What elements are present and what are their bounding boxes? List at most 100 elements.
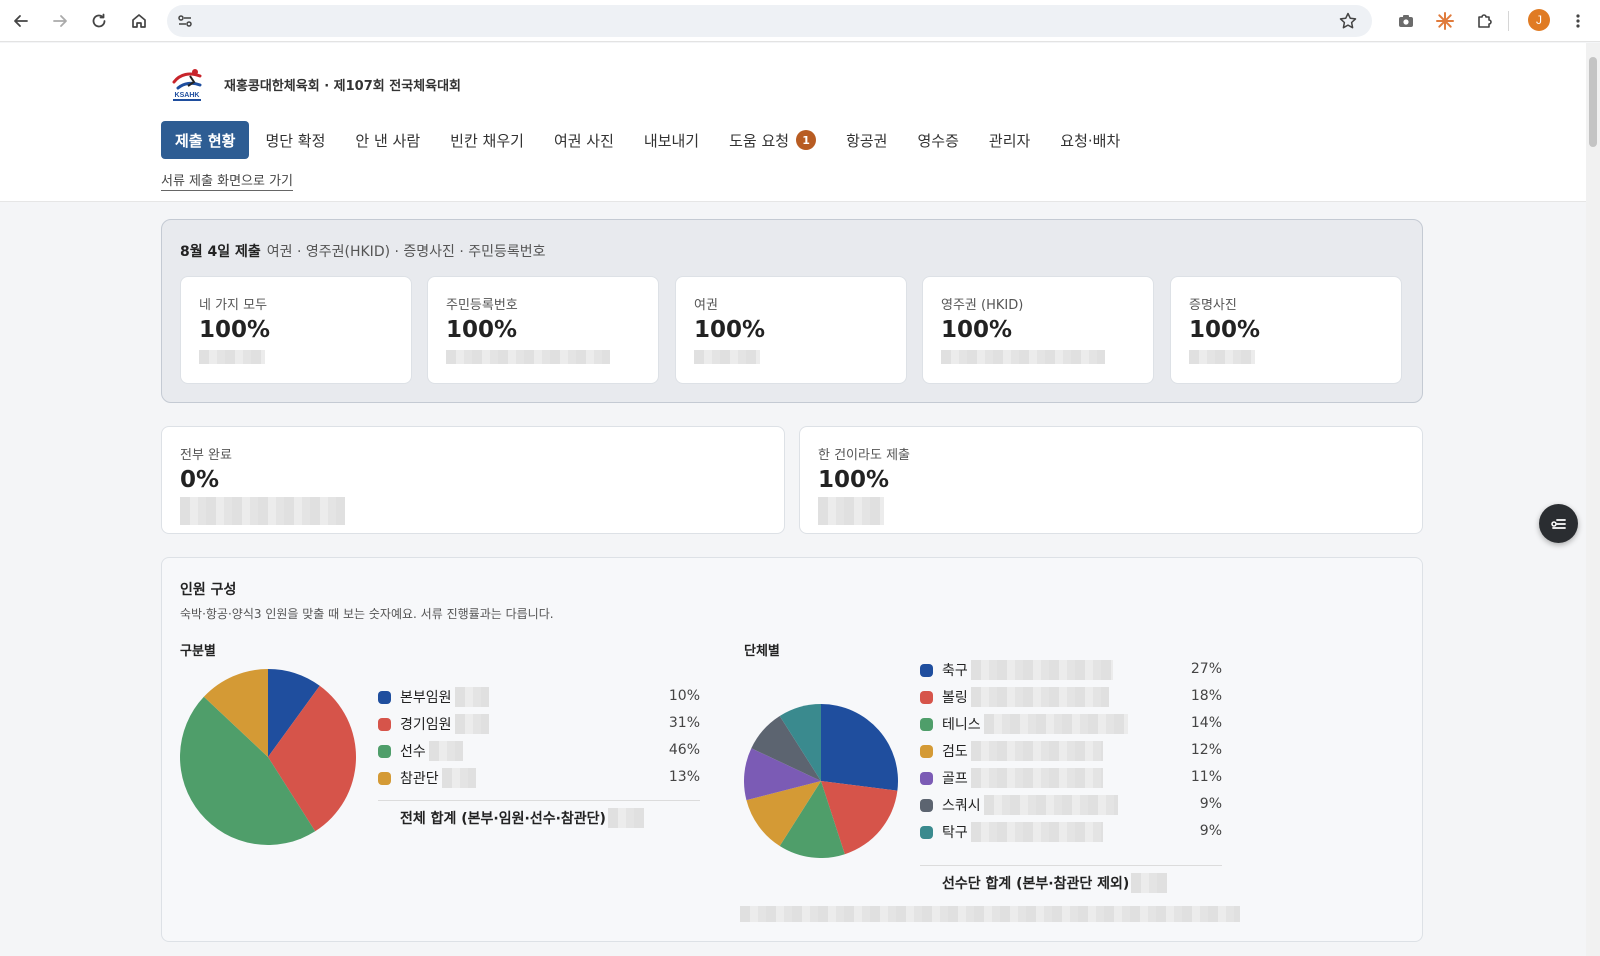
tab-label: 명단 확정 — [265, 131, 326, 150]
forward-icon[interactable] — [48, 9, 72, 33]
legend-pct: 18% — [1190, 688, 1222, 704]
tab-passport-photo[interactable]: 여권 사진 — [540, 121, 628, 159]
redacted-count — [454, 687, 489, 707]
team-pie-slice-6 — [779, 704, 821, 781]
extensions-puzzle-icon[interactable] — [1473, 9, 1497, 33]
legend-swatch — [920, 771, 933, 785]
tab-label: 제출 현황 — [175, 131, 236, 150]
page-scrollbar[interactable] — [1586, 43, 1600, 956]
category-pie-slice-1 — [268, 685, 356, 832]
legend-item-team: 테니스 — [920, 713, 1128, 735]
goto-submission-link[interactable]: 서류 제출 화면으로 가기 — [161, 170, 293, 191]
camera-icon[interactable] — [1394, 9, 1418, 33]
legend-pct: 46% — [668, 742, 700, 758]
composition-title: 인원 구성 — [180, 582, 237, 598]
tab-admin[interactable]: 관리자 — [975, 121, 1044, 159]
category-pie-slice-2 — [180, 696, 316, 845]
divider — [920, 865, 1222, 866]
redacted-count — [454, 714, 489, 734]
composition-card: 인원 구성 숙박·항공·양식3 인원을 맞출 때 보는 숫자예요. 서류 진행률… — [161, 557, 1423, 942]
home-icon[interactable] — [127, 9, 151, 33]
team-pie-slice-5 — [751, 715, 821, 781]
team-pie-slice-3 — [746, 781, 821, 847]
legend-item-observers: 참관단 — [378, 767, 476, 789]
list-menu-icon — [1550, 518, 1566, 529]
tab-request-dispatch[interactable]: 요청·배차 — [1046, 121, 1134, 159]
divider — [378, 800, 700, 801]
tab-receipt[interactable]: 영수증 — [903, 121, 972, 159]
legend-pct: 31% — [668, 715, 700, 731]
redacted-count — [694, 350, 760, 364]
main-tabs: 제출 현황 명단 확정 안 낸 사람 빈칸 채우기 여권 사진 내보내기 도움 … — [161, 121, 1136, 159]
redacted-count — [1189, 350, 1255, 364]
legend-item-team: 골프 — [920, 767, 1103, 789]
submission-heading: 8월 4일 제출 여권 · 영주권(HKID) · 증명사진 · 주민등록번호 — [180, 241, 546, 261]
back-icon[interactable] — [9, 9, 33, 33]
tab-label: 빈칸 채우기 — [450, 131, 524, 150]
legend-swatch — [920, 717, 933, 731]
stat-card-id-photo: 증명사진 100% — [1170, 276, 1402, 384]
redacted-count — [180, 497, 345, 525]
site-header: KSAHK 재홍콩대한체육회 · 제107회 전국체육대회 제출 현황 명단 확… — [0, 43, 1586, 202]
redacted-footnote — [740, 906, 1240, 922]
legend-item-team: 스쿼시 — [920, 794, 1118, 816]
tab-flight-ticket[interactable]: 항공권 — [832, 121, 901, 159]
org-title: 재홍콩대한체육회 · 제107회 전국체육대회 — [224, 79, 462, 94]
redacted-count — [970, 660, 1113, 680]
tab-label: 여권 사진 — [553, 131, 614, 150]
summary-label: 한 건이라도 제출 — [818, 448, 910, 463]
legend-swatch — [378, 744, 391, 758]
legend-name: 탁구 — [942, 825, 968, 841]
legend-name: 참관단 — [400, 771, 439, 787]
stat-value: 100% — [941, 317, 1013, 343]
team-pie-slice-2 — [779, 781, 845, 858]
redacted-count — [428, 741, 463, 761]
tab-roster-confirm[interactable]: 명단 확정 — [251, 121, 339, 159]
legend-swatch — [920, 798, 933, 812]
stat-card-hkid: 영주권 (HKID) 100% — [922, 276, 1154, 384]
more-menu-icon[interactable] — [1566, 9, 1590, 33]
legend-item-team: 축구 — [920, 659, 1113, 681]
legend-swatch — [920, 744, 933, 758]
scrollbar-thumb[interactable] — [1589, 57, 1597, 147]
legend-item-team: 탁구 — [920, 821, 1103, 843]
address-bar[interactable] — [167, 5, 1372, 37]
stat-value: 100% — [446, 317, 518, 343]
legend-swatch — [378, 771, 391, 785]
category-pie-slice-3 — [203, 669, 268, 757]
legend-swatch — [378, 717, 391, 731]
legend-name: 테니스 — [942, 717, 981, 733]
extension-sun-icon[interactable] — [1433, 9, 1457, 33]
site-settings-icon[interactable] — [176, 12, 194, 34]
tab-help-request[interactable]: 도움 요청 1 — [715, 121, 830, 159]
legend-swatch — [920, 663, 933, 677]
team-pie-slice-1 — [821, 781, 898, 855]
legend-name: 선수 — [400, 744, 426, 760]
reload-icon[interactable] — [87, 9, 111, 33]
profile-avatar[interactable]: J — [1528, 9, 1550, 31]
tab-label: 내보내기 — [643, 131, 700, 150]
team-pie-slice-0 — [821, 704, 898, 791]
legend-pct: 9% — [1199, 796, 1222, 812]
tab-label: 영수증 — [917, 131, 959, 150]
team-pie-chart — [744, 704, 898, 858]
category-pie-chart — [180, 669, 356, 845]
redacted-count — [970, 768, 1103, 788]
stat-label: 영주권 (HKID) — [941, 298, 1024, 313]
redacted-count — [441, 768, 476, 788]
legend-swatch — [920, 690, 933, 704]
tab-not-submitted[interactable]: 안 낸 사람 — [341, 121, 434, 159]
tab-submission-status[interactable]: 제출 현황 — [161, 121, 250, 159]
category-chart-title: 구분별 — [180, 644, 216, 659]
bookmark-star-icon[interactable] — [1338, 11, 1358, 35]
redacted-count — [1131, 873, 1168, 893]
summary-label: 전부 완료 — [180, 448, 232, 463]
summary-value: 0% — [180, 467, 220, 493]
tab-export[interactable]: 내보내기 — [630, 121, 713, 159]
legend-name: 본부임원 — [400, 690, 452, 706]
tab-fill-blanks[interactable]: 빈칸 채우기 — [436, 121, 538, 159]
team-pie-slice-4 — [744, 748, 821, 801]
legend-item-game-officials: 경기임원 — [378, 713, 489, 735]
stat-label: 주민등록번호 — [446, 298, 518, 313]
floating-menu-button[interactable] — [1539, 504, 1578, 543]
